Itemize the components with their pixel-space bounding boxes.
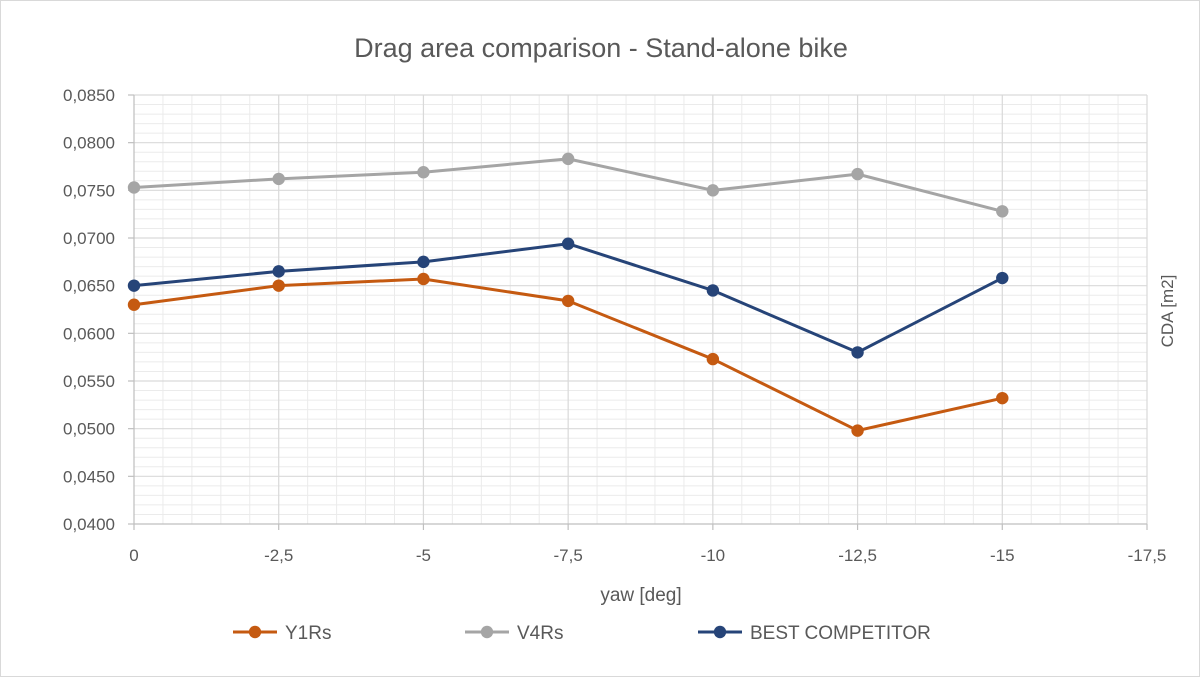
y-tick-label: 0,0400 bbox=[63, 515, 115, 534]
axes-layer: 0 -2,5 -5 -7,5 -10 -12,5 -15 -17,5 0,0400 0,0450 0… bbox=[63, 86, 1166, 565]
data-point bbox=[272, 172, 285, 186]
legend-swatch-marker bbox=[713, 625, 727, 639]
data-point bbox=[272, 265, 285, 278]
data-point bbox=[851, 424, 864, 437]
data-point bbox=[851, 167, 864, 181]
legend-swatch-marker bbox=[480, 625, 494, 639]
data-point bbox=[996, 271, 1009, 285]
series-best-competitor bbox=[127, 237, 1009, 359]
x-axis-title: yaw [deg] bbox=[600, 585, 681, 606]
series-layer bbox=[127, 152, 1009, 437]
data-point bbox=[561, 152, 575, 166]
y-axis-title: CDA [m2] bbox=[1158, 275, 1177, 348]
legend-entry: V4Rs bbox=[465, 623, 563, 644]
y-tick-label: 0,0850 bbox=[63, 86, 115, 105]
legend-swatch-marker bbox=[248, 625, 262, 639]
x-tick-label: -7,5 bbox=[553, 546, 582, 565]
data-point bbox=[706, 284, 720, 297]
data-point bbox=[417, 272, 430, 286]
data-point bbox=[127, 181, 141, 194]
y-tick-label: 0,0700 bbox=[63, 229, 115, 248]
data-point bbox=[417, 255, 430, 269]
y-tick-label: 0,0750 bbox=[63, 181, 115, 200]
x-tick-label: -17,5 bbox=[1128, 546, 1167, 565]
legend: Y1Rs V4Rs BEST COMPETITOR bbox=[233, 623, 931, 644]
x-tick-label: -15 bbox=[990, 546, 1015, 565]
data-point bbox=[706, 184, 720, 197]
legend-label: Y1Rs bbox=[285, 623, 331, 644]
x-tick-label: -12,5 bbox=[838, 546, 877, 565]
y-tick-label: 0,0500 bbox=[63, 420, 115, 439]
data-point bbox=[127, 298, 141, 311]
y-tick-label: 0,0600 bbox=[63, 324, 115, 343]
x-tick-label: 0 bbox=[129, 546, 138, 565]
y-tick-label: 0,0650 bbox=[63, 277, 115, 296]
legend-label: V4Rs bbox=[517, 623, 563, 644]
data-point bbox=[706, 352, 720, 366]
legend-entry: Y1Rs bbox=[233, 623, 331, 644]
series-y1rs bbox=[127, 272, 1009, 437]
data-point bbox=[996, 205, 1009, 218]
data-point bbox=[272, 279, 285, 292]
y-tick-label: 0,0800 bbox=[63, 134, 115, 153]
data-point bbox=[127, 279, 141, 292]
data-point bbox=[851, 346, 864, 359]
y-tick-label: 0,0550 bbox=[63, 372, 115, 391]
data-point bbox=[417, 166, 430, 179]
x-tick-label: -10 bbox=[701, 546, 726, 565]
x-tick-label: -2,5 bbox=[264, 546, 293, 565]
data-point bbox=[996, 391, 1009, 405]
legend-label: BEST COMPETITOR bbox=[750, 623, 931, 644]
grid-layer bbox=[134, 94, 1148, 524]
series-v4rs bbox=[127, 152, 1009, 218]
chart-title: Drag area comparison - Stand-alone bike bbox=[354, 33, 848, 63]
y-tick-label: 0,0450 bbox=[63, 467, 115, 486]
legend-entry: BEST COMPETITOR bbox=[698, 623, 931, 644]
data-point bbox=[561, 294, 575, 308]
x-tick-label: -5 bbox=[416, 546, 431, 565]
data-point bbox=[561, 237, 575, 250]
